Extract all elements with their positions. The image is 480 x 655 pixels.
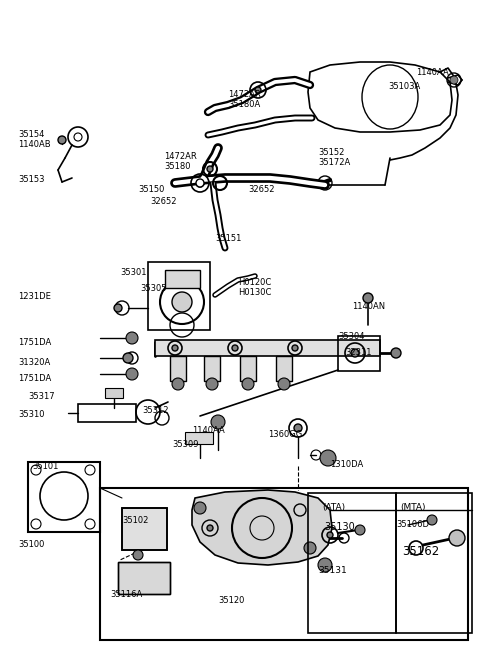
Bar	[165, 270, 200, 288]
Bar	[118, 562, 170, 594]
Text: 32652: 32652	[150, 197, 177, 206]
Text: 35130: 35130	[324, 522, 355, 532]
Text: 35301: 35301	[120, 268, 146, 277]
Text: 1360GG: 1360GG	[268, 430, 302, 439]
Circle shape	[327, 532, 333, 538]
Bar	[122, 508, 167, 550]
Text: 32652: 32652	[248, 185, 275, 194]
Text: 35154: 35154	[18, 130, 44, 139]
Text: 35100: 35100	[18, 540, 44, 549]
Bar	[122, 508, 167, 550]
Circle shape	[123, 353, 133, 363]
Polygon shape	[192, 490, 332, 565]
Text: 35102: 35102	[122, 516, 148, 525]
Bar	[78, 404, 136, 422]
Text: 35310: 35310	[18, 410, 45, 419]
Bar	[170, 356, 186, 381]
Circle shape	[133, 550, 143, 560]
Circle shape	[172, 345, 178, 351]
Text: 35305: 35305	[140, 284, 167, 293]
Circle shape	[391, 348, 401, 358]
Text: 1751DA: 1751DA	[18, 338, 51, 347]
Bar	[308, 493, 396, 633]
Text: 35153: 35153	[18, 175, 45, 184]
Text: 35150: 35150	[138, 185, 164, 194]
Text: 35151: 35151	[215, 234, 241, 243]
Circle shape	[255, 87, 261, 93]
Circle shape	[207, 525, 213, 531]
Circle shape	[114, 304, 122, 312]
Bar	[155, 340, 380, 356]
Text: 35317: 35317	[28, 392, 55, 401]
Circle shape	[355, 525, 365, 535]
Circle shape	[126, 332, 138, 344]
Text: 35116A: 35116A	[110, 590, 142, 599]
Text: (MTA): (MTA)	[400, 503, 425, 512]
Circle shape	[207, 166, 213, 172]
Text: 35106D: 35106D	[396, 520, 429, 529]
Circle shape	[292, 345, 298, 351]
Bar	[276, 356, 292, 381]
Circle shape	[211, 415, 225, 429]
Text: 35152
35172A: 35152 35172A	[318, 148, 350, 168]
Text: 1231DE: 1231DE	[18, 292, 51, 301]
Bar	[338, 336, 380, 371]
Bar	[28, 462, 100, 532]
Text: 1140AB: 1140AB	[18, 140, 50, 149]
Text: 35120: 35120	[218, 596, 244, 605]
Circle shape	[196, 179, 204, 187]
Circle shape	[449, 530, 465, 546]
Text: 1751DA: 1751DA	[18, 374, 51, 383]
Text: 1140AA: 1140AA	[192, 426, 225, 435]
Circle shape	[427, 515, 437, 525]
Circle shape	[363, 293, 373, 303]
Text: 32311: 32311	[345, 348, 372, 357]
Text: 35131: 35131	[318, 566, 347, 575]
Text: 1310DA: 1310DA	[330, 460, 363, 469]
Circle shape	[232, 345, 238, 351]
Circle shape	[194, 502, 206, 514]
Bar	[148, 262, 210, 330]
Text: 1140AN: 1140AN	[352, 302, 385, 311]
Bar	[185, 432, 213, 444]
Text: 1140AA: 1140AA	[416, 68, 449, 77]
Bar	[240, 356, 256, 381]
Text: (ATA): (ATA)	[322, 503, 345, 512]
Circle shape	[242, 378, 254, 390]
Text: 31320A: 31320A	[18, 358, 50, 367]
Circle shape	[450, 76, 458, 84]
Bar	[100, 488, 468, 640]
Circle shape	[320, 450, 336, 466]
Text: 35103A: 35103A	[388, 82, 420, 91]
Text: 1472AR
35180: 1472AR 35180	[164, 152, 197, 172]
Text: 1472AR
35180A: 1472AR 35180A	[228, 90, 261, 109]
Circle shape	[58, 136, 66, 144]
Bar	[118, 562, 170, 594]
Bar	[204, 356, 220, 381]
Circle shape	[318, 558, 332, 572]
Circle shape	[294, 424, 302, 432]
Circle shape	[278, 378, 290, 390]
Text: 35312: 35312	[142, 406, 168, 415]
Circle shape	[351, 349, 359, 357]
Circle shape	[172, 292, 192, 312]
Text: 35304: 35304	[338, 332, 364, 341]
Circle shape	[304, 542, 316, 554]
Bar	[105, 388, 123, 398]
Text: 35101: 35101	[32, 462, 59, 471]
Circle shape	[206, 378, 218, 390]
Text: 35309: 35309	[172, 440, 199, 449]
Text: H0120C
H0130C: H0120C H0130C	[238, 278, 271, 297]
Circle shape	[172, 378, 184, 390]
Circle shape	[126, 368, 138, 380]
Text: 35162: 35162	[402, 545, 439, 558]
Bar	[396, 493, 472, 633]
